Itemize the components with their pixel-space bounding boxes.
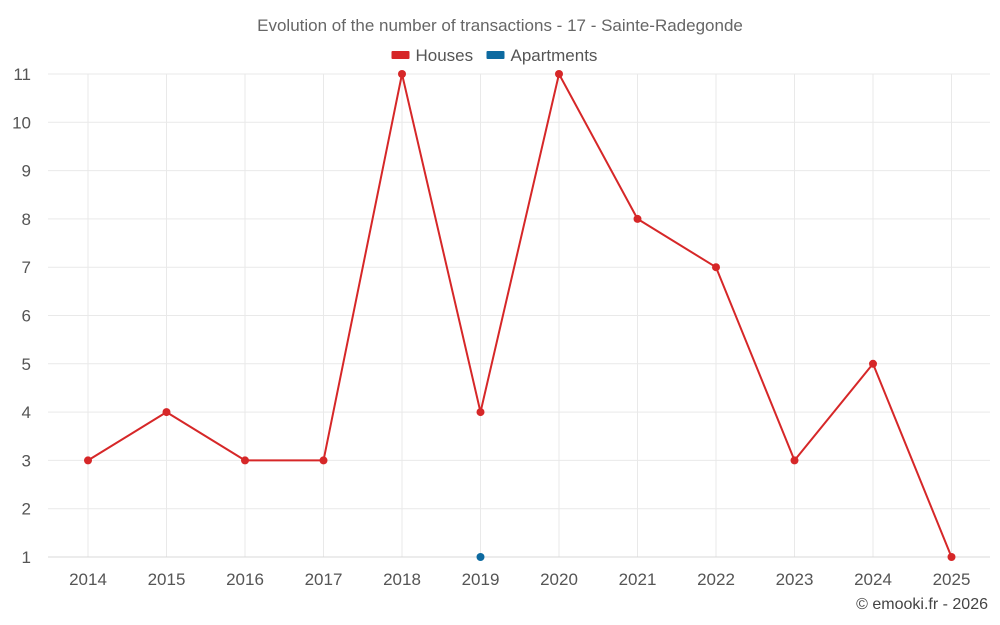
- y-tick-label: 1: [22, 548, 31, 567]
- houses-series-line: [87, 73, 953, 558]
- x-tick-label: 2015: [148, 570, 186, 589]
- y-axis-ticks: 1 2 3 4 5 6 7 8 9 10 11: [12, 65, 31, 567]
- y-tick-label: 11: [13, 65, 31, 84]
- x-tick-label: 2014: [69, 570, 107, 589]
- houses-point-2020[interactable]: [555, 70, 563, 78]
- x-tick-label: 2023: [776, 570, 814, 589]
- houses-legend-swatch: [391, 51, 410, 59]
- houses-point-2015[interactable]: [162, 408, 171, 417]
- y-tick-label: 9: [22, 162, 31, 181]
- houses-point-2016[interactable]: [241, 456, 249, 465]
- x-tick-label: 2018: [383, 570, 421, 589]
- horizontal-grid: [48, 73, 990, 558]
- houses-point-2019[interactable]: [476, 408, 485, 417]
- x-tick-label: 2019: [462, 570, 500, 589]
- x-tick-label: 2017: [305, 570, 343, 589]
- houses-legend-label[interactable]: Houses: [416, 46, 474, 65]
- houses-point-2017[interactable]: [319, 456, 328, 465]
- y-tick-label: 7: [22, 258, 31, 277]
- y-tick-label: 2: [22, 500, 31, 519]
- x-axis-ticks: 2014 2015 2016 2017 2018 2019 2020 2021 2022 2023…: [69, 570, 970, 589]
- series-points: [84, 70, 956, 561]
- y-tick-label: 5: [22, 355, 31, 374]
- houses-point-2024[interactable]: [869, 359, 877, 368]
- houses-point-2023[interactable]: [790, 456, 799, 465]
- y-tick-label: 3: [22, 451, 31, 470]
- legend: Houses Apartments: [391, 46, 598, 65]
- chart-title: Evolution of the number of transactions …: [257, 16, 743, 35]
- y-tick-label: 4: [22, 403, 31, 422]
- series-lines: [87, 73, 953, 558]
- x-tick-label: 2021: [619, 570, 657, 589]
- y-tick-label: 10: [12, 113, 31, 132]
- houses-point-2014[interactable]: [84, 456, 92, 465]
- houses-point-2022[interactable]: [712, 263, 720, 272]
- y-tick-label: 8: [22, 210, 31, 229]
- apartments-legend-swatch: [486, 51, 505, 59]
- x-tick-label: 2025: [933, 570, 971, 589]
- x-tick-label: 2016: [226, 570, 264, 589]
- apartments-legend-label[interactable]: Apartments: [511, 46, 598, 65]
- x-tick-label: 2020: [540, 570, 578, 589]
- y-tick-label: 6: [22, 307, 31, 326]
- x-tick-label: 2024: [854, 570, 892, 589]
- houses-point-2025[interactable]: [947, 553, 956, 561]
- houses-point-2018[interactable]: [398, 70, 406, 78]
- x-tick-label: 2022: [697, 570, 735, 589]
- houses-point-2021[interactable]: [633, 214, 642, 223]
- footer-credit: © emooki.fr - 2026: [856, 596, 988, 613]
- apartments-point-2019[interactable]: [476, 553, 485, 561]
